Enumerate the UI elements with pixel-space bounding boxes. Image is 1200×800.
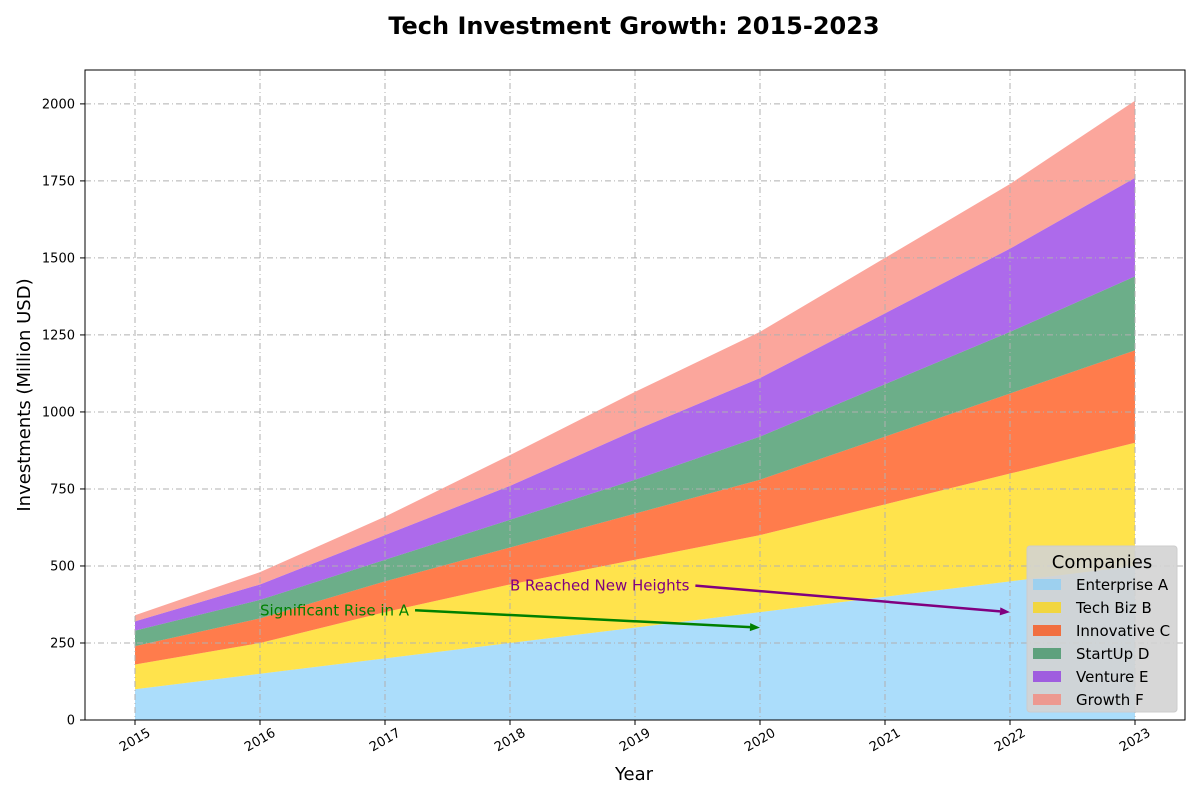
legend-label-4: StartUp D [1076,645,1149,663]
y-tick-label-1: 250 [50,636,75,651]
legend-label-5: Venture E [1076,668,1149,686]
x-axis-ticks: 2015 2016 2017 2018 2019 2020 2021 2022 2023 [117,720,1153,755]
x-tick-label-0: 2015 [117,726,153,756]
x-tick-label-6: 2021 [867,726,903,756]
x-tick-label-2: 2017 [367,726,403,756]
y-tick-label-7: 1750 [42,174,75,189]
x-axis-label: Year [614,764,654,785]
annotation-arrow-2 [695,584,1001,613]
annotation-arrow-1 [414,609,751,629]
legend-swatch-2 [1033,602,1061,613]
annotation-arrowhead-2 [999,607,1010,616]
x-tick-label-5: 2020 [742,726,778,756]
x-tick-label-7: 2022 [992,726,1028,756]
y-tick-label-6: 1500 [42,251,75,266]
y-tick-label-3: 750 [50,482,75,497]
annotation-arrowhead-1 [749,623,760,632]
legend-label-6: Growth F [1076,691,1144,709]
x-tick-label-8: 2023 [1117,726,1153,756]
annotation-text-2: B Reached New Heights [510,577,690,595]
y-tick-label-4: 1000 [42,405,75,420]
grid-lines [85,70,1185,721]
legend-swatch-3 [1033,625,1061,636]
x-tick-label-1: 2016 [242,726,278,756]
x-tick-label-4: 2019 [617,726,653,756]
legend-swatch-6 [1033,694,1061,705]
legend-label-1: Enterprise A [1076,576,1169,594]
legend-box [1026,545,1178,713]
y-axis-label: Investments (Million USD) [14,278,35,511]
legend-swatch-4 [1033,648,1061,659]
legend-swatch-1 [1033,579,1061,590]
y-tick-label-5: 1250 [42,328,75,343]
legend-label-3: Innovative C [1076,622,1170,640]
legend-title: Companies [1052,552,1152,573]
chart-title: Tech Investment Growth: 2015-2023 [388,12,879,40]
legend-label-2: Tech Biz B [1075,599,1152,617]
y-tick-label-2: 500 [50,559,75,574]
legend-swatch-5 [1033,671,1061,682]
y-axis-ticks: 0 250 500 750 1000 1250 1500 1750 2000 [42,97,85,729]
x-tick-label-3: 2018 [492,726,528,756]
area-series-4 [135,276,1135,647]
legend: Companies Enterprise A Tech Biz B Innovativ… [1026,545,1178,713]
annotation-text-1: Significant Rise in A [260,601,410,619]
y-tick-label-8: 2000 [42,97,75,112]
y-tick-label-0: 0 [67,714,75,729]
annotations: Significant Rise in A B Reached New Heigh… [260,577,1010,632]
area-series-3 [135,350,1135,665]
